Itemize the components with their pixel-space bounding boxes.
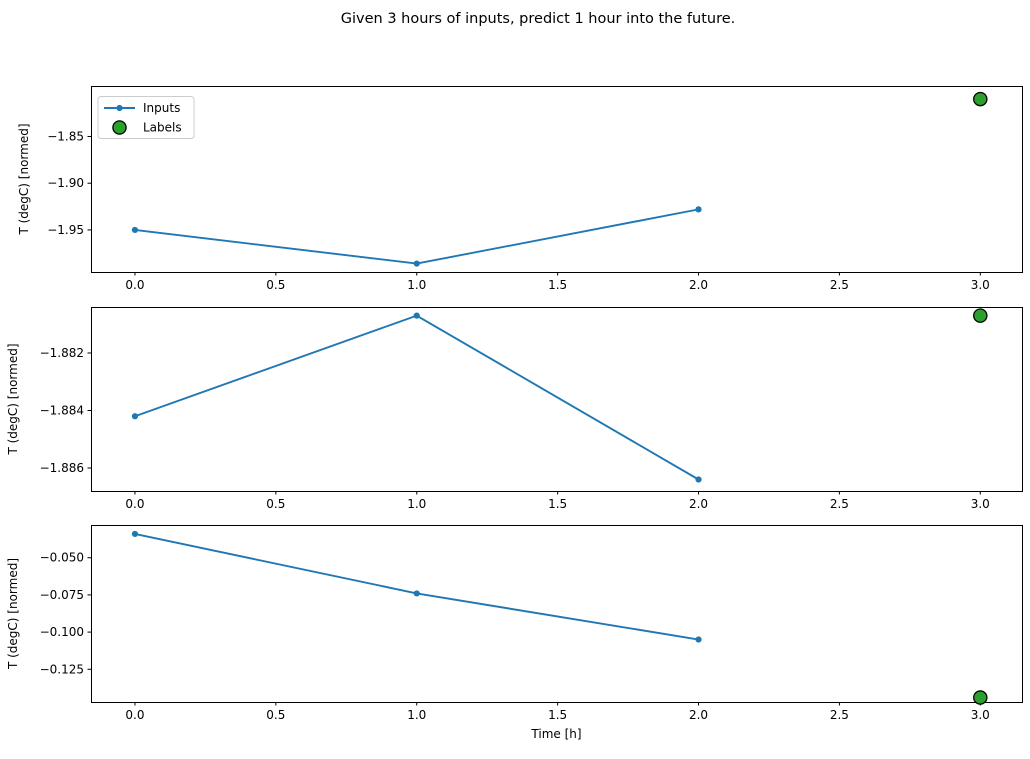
axes-border [91, 307, 1023, 492]
x-tick-label: 0.0 [125, 497, 144, 511]
x-tick-label: 0.5 [266, 708, 285, 722]
x-tick-label: 3.0 [971, 278, 990, 292]
x-tick-label: 2.5 [830, 278, 849, 292]
labels-marker [973, 91, 988, 107]
subplot-2: 0.0 0.5 1.0 1.5 2.0 2.5 3.0 −1.882 −1.884 −1.886 T… [6, 307, 1023, 511]
x-tick-label: 1.0 [407, 278, 426, 292]
y-tick-label: −0.125 [40, 662, 84, 676]
x-tick-label: 2.5 [830, 708, 849, 722]
inputs-line [134, 532, 699, 641]
inputs-marker [413, 312, 420, 319]
figure-title: Given 3 hours of inputs, predict 1 hour … [340, 11, 736, 27]
x-tick-label: 2.5 [830, 497, 849, 511]
inputs-marker [695, 206, 702, 213]
labels-marker [973, 690, 988, 705]
y-axis-label: T (degC) [normed] [6, 343, 20, 455]
x-tick-label: 1.5 [548, 708, 567, 722]
inputs-marker [131, 413, 139, 420]
y-tick-label: −1.886 [40, 461, 84, 475]
y-tick-label: −0.050 [40, 551, 84, 565]
x-tick-label: 3.0 [971, 497, 990, 511]
legend: Inputs Labels [97, 96, 195, 139]
inputs-marker [413, 260, 420, 267]
inputs-line [134, 314, 699, 481]
inputs-marker [695, 476, 702, 483]
y-tick-label: −0.100 [40, 625, 84, 639]
y-tick-label: −1.95 [47, 223, 84, 237]
x-tick-label: 2.0 [689, 708, 708, 722]
y-axis-label: T (degC) [normed] [17, 123, 31, 235]
x-axis-label: Time [h] [530, 727, 581, 741]
y-tick-label: −1.90 [47, 176, 84, 190]
y-axis-label: T (degC) [normed] [6, 558, 20, 670]
subplot-1: 0.0 0.5 1.0 1.5 2.0 2.5 3.0 −1.85 −1.90 −1.95 T (d… [17, 86, 1023, 292]
x-tick-label: 1.0 [407, 708, 426, 722]
x-tick-label: 0.5 [266, 497, 285, 511]
subplot-3: 0.0 0.5 1.0 1.5 2.0 2.5 3.0 −0.050 −0.075 −0.100 −… [6, 525, 1023, 741]
legend-inputs-label: Inputs [143, 101, 180, 115]
x-tick-label: 3.0 [971, 708, 990, 722]
y-tick-label: −1.884 [40, 404, 84, 418]
inputs-marker [131, 226, 139, 234]
y-tick-label: −1.85 [47, 129, 84, 143]
axes-border [91, 525, 1023, 703]
x-tick-label: 2.0 [689, 278, 708, 292]
x-tick-label: 0.5 [266, 278, 285, 292]
inputs-marker [695, 636, 702, 643]
axes-border [91, 86, 1023, 273]
inputs-marker [413, 590, 420, 597]
inputs-marker [131, 530, 139, 538]
labels-marker [973, 308, 988, 323]
legend-labels-label: Labels [143, 121, 182, 135]
x-tick-label: 1.5 [548, 497, 567, 511]
legend-inputs-marker-icon [116, 104, 123, 112]
x-tick-label: 0.0 [125, 278, 144, 292]
y-tick-label: −1.882 [40, 346, 84, 360]
x-tick-label: 1.0 [407, 497, 426, 511]
inputs-line [134, 208, 699, 265]
x-tick-label: 0.0 [125, 708, 144, 722]
x-tick-label: 2.0 [689, 497, 708, 511]
y-tick-label: −0.075 [40, 588, 84, 602]
legend-labels-marker-icon [112, 120, 127, 135]
x-tick-label: 1.5 [548, 278, 567, 292]
